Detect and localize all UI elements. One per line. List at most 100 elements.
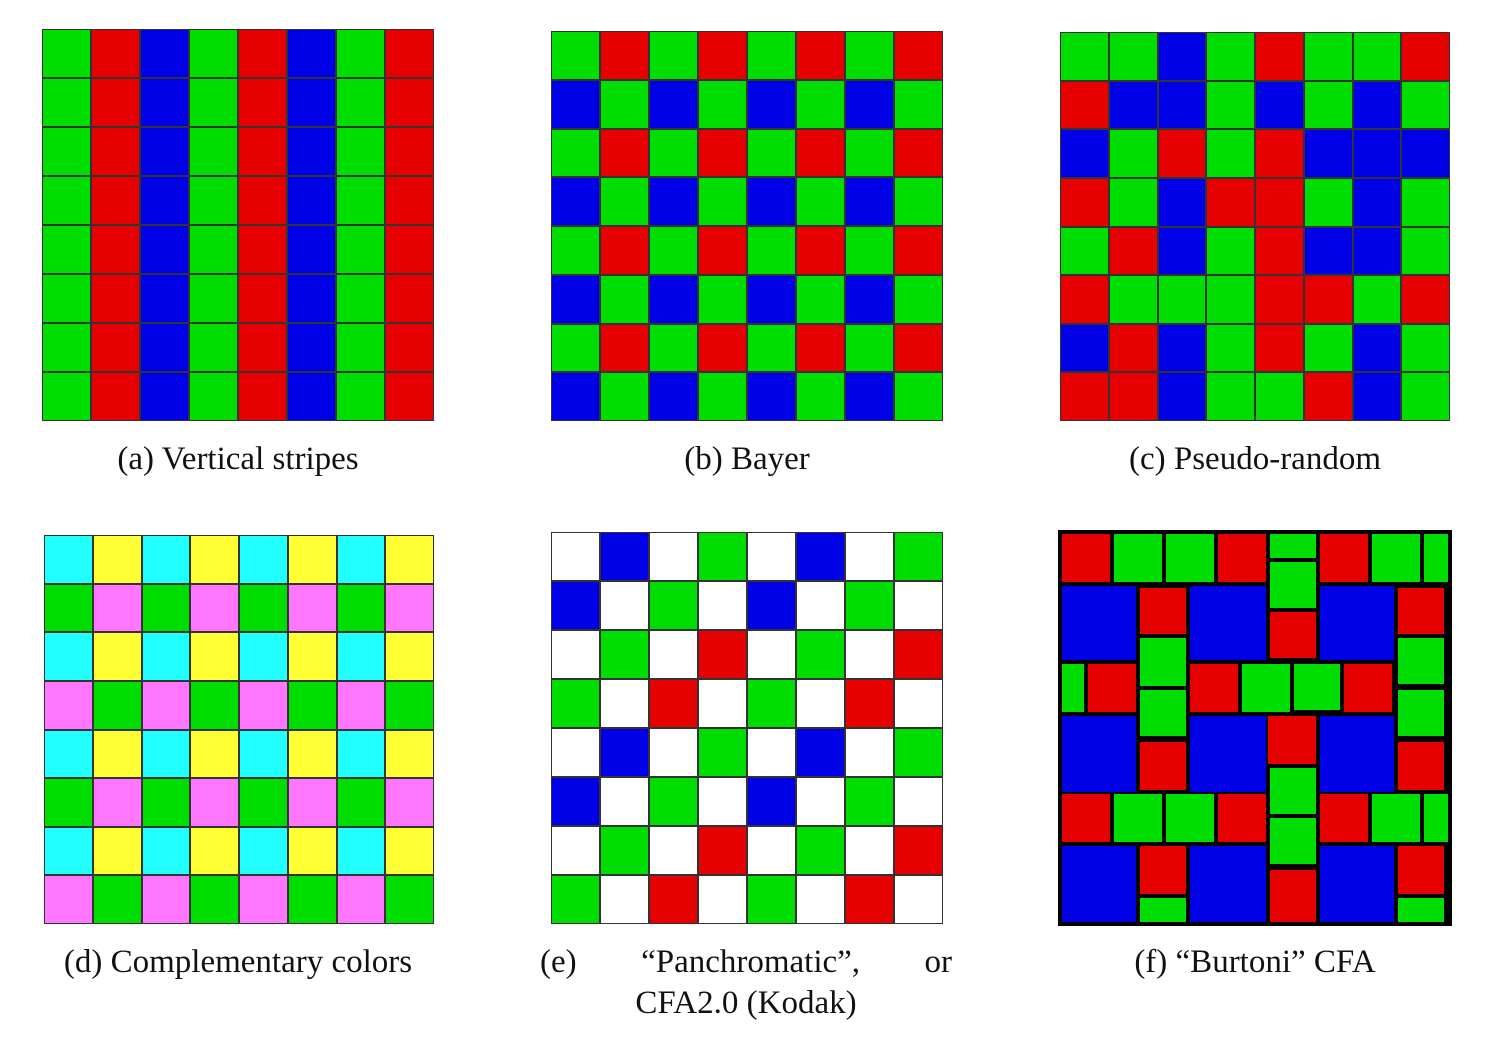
cfa-cell bbox=[551, 532, 600, 581]
cfa-cell bbox=[238, 29, 287, 78]
cfa-cell bbox=[140, 78, 189, 127]
cfa-cell bbox=[1157, 32, 1207, 81]
cfa-cell bbox=[1352, 177, 1402, 227]
cfa-cell bbox=[649, 581, 698, 630]
cfa-cell bbox=[1206, 226, 1255, 276]
cfa-cell bbox=[649, 630, 698, 679]
cfa-cell bbox=[1108, 226, 1158, 276]
cfa-cell bbox=[92, 875, 142, 924]
burtoni-tile bbox=[1270, 534, 1316, 558]
cfa-cell bbox=[600, 826, 649, 875]
cfa-cell bbox=[845, 177, 894, 226]
cfa-cell bbox=[845, 630, 894, 679]
cfa-cell bbox=[189, 176, 238, 225]
cfa-cell bbox=[698, 31, 747, 80]
caption-word: (e) bbox=[540, 944, 577, 980]
cfa-cell bbox=[649, 679, 698, 728]
burtoni-tile bbox=[1270, 612, 1316, 658]
cfa-cell bbox=[1352, 80, 1402, 130]
cfa-cell bbox=[649, 875, 698, 924]
cfa-cell bbox=[551, 630, 600, 679]
cfa-cell bbox=[747, 581, 796, 630]
cfa-cell bbox=[747, 532, 796, 581]
cfa-cell bbox=[92, 729, 142, 779]
cfa-cell bbox=[600, 581, 649, 630]
cfa-cell bbox=[336, 372, 385, 421]
cfa-cell bbox=[1060, 129, 1109, 178]
cfa-cell bbox=[336, 583, 386, 633]
cfa-cell bbox=[336, 78, 385, 127]
cfa-cell bbox=[551, 875, 600, 924]
cfa-cell bbox=[894, 532, 943, 581]
burtoni-tile bbox=[1270, 818, 1316, 864]
cfa-cell bbox=[1255, 32, 1304, 81]
cfa-cell bbox=[287, 29, 336, 78]
burtoni-tile bbox=[1166, 534, 1214, 582]
burtoni-tile bbox=[1320, 586, 1394, 660]
cfa-cell bbox=[385, 729, 434, 779]
cfa-cell bbox=[190, 583, 239, 633]
cfa-cell bbox=[92, 778, 142, 827]
caption-complementary-colors: (d) Complementary colors bbox=[63, 944, 413, 980]
cfa-cell bbox=[600, 777, 649, 826]
cfa-cell bbox=[287, 632, 337, 681]
cfa-cell bbox=[42, 78, 91, 127]
cfa-cell bbox=[44, 680, 93, 730]
cfa-cell bbox=[845, 323, 894, 373]
cfa-cell bbox=[796, 826, 845, 875]
cfa-cell bbox=[747, 323, 796, 373]
cfa-cell bbox=[1108, 177, 1158, 227]
cfa-cell bbox=[1060, 177, 1109, 227]
cfa-cell bbox=[336, 778, 386, 827]
cfa-cell bbox=[747, 826, 796, 875]
cfa-cell bbox=[894, 226, 943, 275]
cfa-cell bbox=[600, 177, 649, 226]
cfa-cell bbox=[1352, 372, 1402, 421]
cfa-cell bbox=[42, 323, 91, 372]
burtoni-tile bbox=[1166, 794, 1214, 842]
cfa-cell bbox=[385, 176, 434, 225]
cfa-cell bbox=[189, 274, 238, 323]
burtoni-tile bbox=[1372, 794, 1420, 842]
cfa-cell bbox=[140, 176, 189, 225]
cfa-cell bbox=[796, 630, 845, 679]
cfa-cell bbox=[336, 29, 385, 78]
cfa-cell bbox=[385, 323, 434, 372]
cfa-cell bbox=[649, 372, 698, 421]
cfa-cell bbox=[796, 31, 845, 80]
burtoni-tile bbox=[1320, 716, 1394, 792]
cfa-cell bbox=[1206, 275, 1255, 324]
cfa-cell bbox=[44, 535, 93, 584]
cfa-cell bbox=[336, 274, 385, 323]
cfa-cell bbox=[385, 535, 434, 584]
cfa-cell bbox=[796, 875, 845, 924]
caption-bayer: (b) Bayer bbox=[684, 441, 810, 477]
cfa-cell bbox=[1352, 275, 1402, 324]
cfa-cell bbox=[600, 31, 649, 80]
burtoni-tile bbox=[1398, 846, 1444, 894]
cfa-cell bbox=[141, 729, 191, 779]
cfa-cell bbox=[287, 323, 336, 372]
cfa-cell bbox=[649, 826, 698, 875]
cfa-cell bbox=[238, 225, 287, 274]
cfa-cell bbox=[1108, 32, 1158, 81]
cfa-cell bbox=[1157, 177, 1207, 227]
cfa-cell bbox=[287, 875, 337, 924]
cfa-cell bbox=[287, 535, 337, 584]
cfa-cell bbox=[239, 729, 288, 779]
caption-panchromatic-line2: CFA2.0 (Kodak) bbox=[635, 985, 857, 1021]
cfa-cell bbox=[1255, 129, 1304, 178]
cfa-cell bbox=[1255, 80, 1304, 130]
cfa-cell bbox=[894, 79, 943, 129]
burtoni-tile bbox=[1140, 846, 1186, 894]
cfa-cell bbox=[91, 274, 140, 323]
cfa-cell bbox=[44, 826, 93, 876]
burtoni-tile bbox=[1062, 716, 1136, 792]
burtoni-tile bbox=[1190, 846, 1266, 922]
caption-pseudo-random: (c) Pseudo-random bbox=[1128, 441, 1381, 477]
cfa-cell bbox=[845, 826, 894, 875]
burtoni-tile bbox=[1270, 562, 1316, 608]
burtoni-tile bbox=[1320, 794, 1368, 842]
cfa-cell bbox=[91, 176, 140, 225]
cfa-cell bbox=[238, 323, 287, 372]
